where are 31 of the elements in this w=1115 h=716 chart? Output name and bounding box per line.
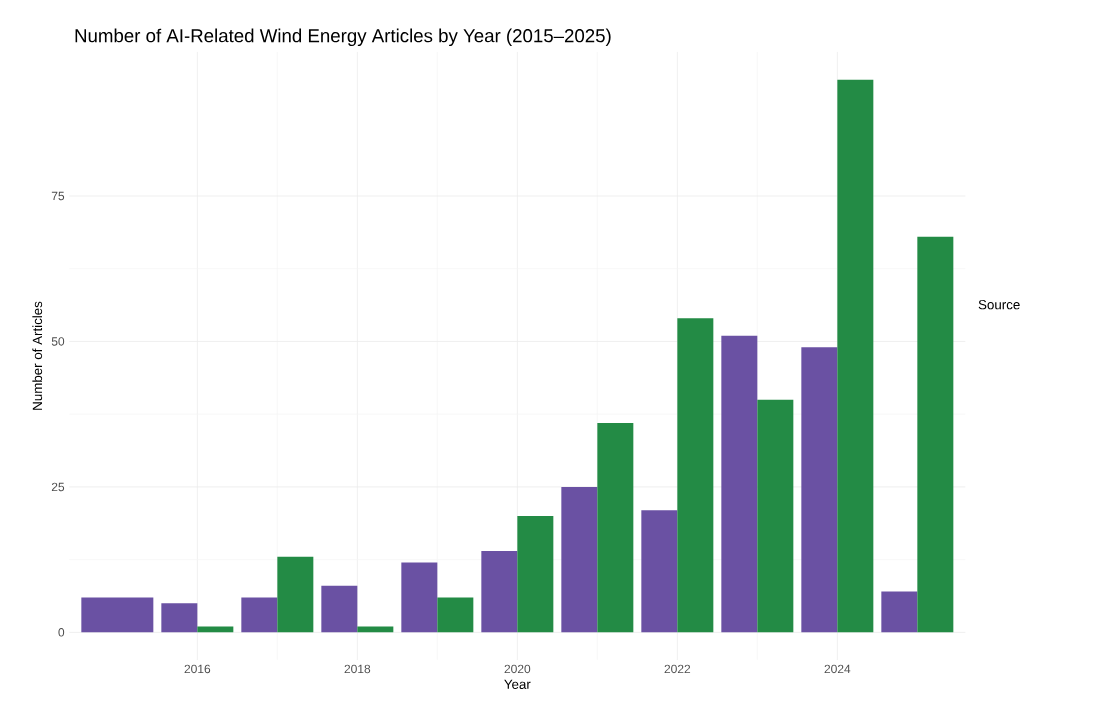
bar (757, 399, 794, 633)
x-tick-label: 2018 (344, 664, 371, 674)
bar (881, 591, 918, 633)
y-tick-label: 0 (58, 628, 65, 637)
bar (437, 597, 474, 633)
y-tick-label: 25 (51, 482, 65, 492)
bar (481, 550, 518, 633)
x-tick-label: 2016 (184, 664, 211, 674)
bar (917, 236, 954, 633)
bar (241, 597, 278, 633)
y-tick-label: 50 (51, 337, 65, 346)
x-tick-label: 2022 (664, 664, 691, 674)
bar (801, 347, 838, 633)
legend-title: Source (978, 299, 1020, 310)
bar (321, 585, 358, 633)
bar (517, 515, 554, 633)
bar (277, 556, 314, 633)
bar (597, 422, 634, 633)
bar (721, 335, 758, 633)
bar (641, 510, 678, 633)
x-axis-title: Year (504, 679, 531, 689)
chart-title: Number of AI-Related Wind Energy Articles by Year (2015–2025) (75, 28, 611, 47)
bar (677, 318, 714, 633)
y-tick-label: 75 (51, 191, 65, 201)
y-axis-title: Number of Articles (32, 301, 43, 410)
x-tick-label: 2020 (504, 664, 531, 674)
bar (401, 562, 438, 633)
bar (837, 79, 874, 633)
bar (161, 603, 198, 633)
x-tick-label: 2024 (824, 664, 851, 674)
bar (561, 486, 598, 633)
